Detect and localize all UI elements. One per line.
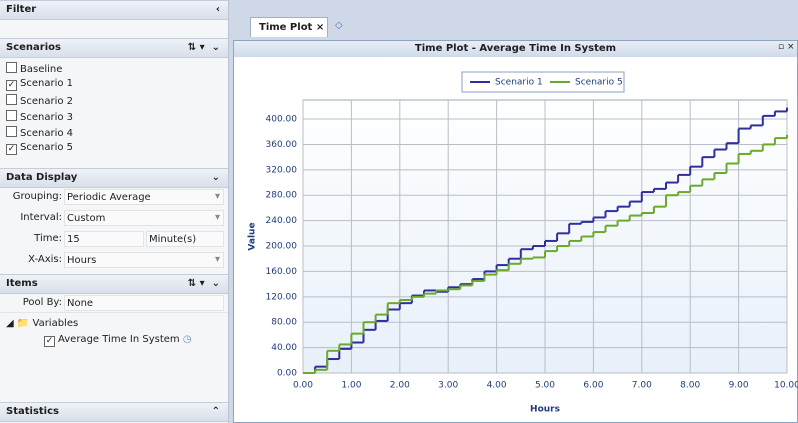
scenario[interactable]: ✓ Scenario 1 (6, 78, 73, 91)
y-tick-label: 400.00 (266, 115, 298, 125)
items-header[interactable]: Items ⇅ ▾ ⌄ (0, 274, 228, 294)
field-value[interactable]: Custom (64, 210, 224, 226)
step-riser (314, 134, 788, 373)
chart-title: Time Plot - Average Time In System (414, 43, 617, 54)
field-value[interactable]: Periodic Average (64, 189, 224, 205)
new-tab[interactable]: ◇ (335, 20, 343, 31)
scenario-checkbox[interactable]: ✓ (6, 144, 17, 155)
variable-checkbox[interactable]: ✓ (44, 336, 55, 347)
filter-panel: Filter ‹ Scenarios ⇅ ▾ ⌄ Data Display ⌄ Ite… (0, 0, 229, 423)
scenario[interactable]: Scenario 3 (6, 110, 73, 123)
scenario-label: Scenario 4 (20, 128, 74, 139)
pool-row: Pool By: None (0, 294, 228, 313)
y-tick-label: 360.00 (266, 140, 298, 150)
field-label: Time: (34, 233, 62, 244)
x-tick-label: 5.00 (535, 381, 555, 391)
field-unit[interactable]: Minute(s) (146, 231, 224, 247)
variable-label: Average Time In System (58, 334, 180, 345)
scenario-checkbox[interactable] (6, 62, 17, 73)
field-label: Grouping: (12, 191, 62, 202)
scenario-label: Scenario 1 (20, 78, 74, 89)
variable[interactable]: ✓ Average Time In System ◷ (44, 334, 192, 347)
legend-label: Scenario 1 (495, 78, 543, 88)
scenario-label: Scenario 3 (20, 112, 74, 123)
pool-value[interactable]: None (64, 295, 224, 311)
y-tick-label: 280.00 (266, 191, 298, 201)
scenario-checkbox[interactable] (6, 126, 17, 137)
legend-label: Scenario 5 (575, 78, 623, 88)
scenario[interactable]: Scenario 2 (6, 94, 73, 107)
y-axis-label: Value (248, 222, 258, 250)
data-display-title: Data Display (6, 172, 78, 183)
scenario-checkbox[interactable] (6, 94, 17, 105)
x-tick-label: 8.00 (680, 381, 700, 391)
x-tick-label: 4.00 (487, 381, 507, 391)
pool-label: Pool By: (22, 297, 62, 308)
field-row: Time: 15 Minute(s) (0, 230, 228, 248)
field-row: X-Axis: Hours ▾ (0, 251, 228, 269)
x-tick-label: 10.00 (774, 381, 798, 391)
y-tick-label: 200.00 (266, 242, 298, 252)
y-tick-label: 320.00 (266, 165, 298, 175)
filter-title: Filter (6, 4, 37, 15)
scenario-label: Baseline (20, 64, 63, 75)
filter-header: Filter ‹ (0, 0, 228, 20)
x-axis-label: Hours (530, 405, 560, 415)
folder-label: Variables (32, 318, 79, 329)
items-title: Items (6, 278, 38, 289)
y-tick-label: 40.00 (271, 343, 297, 353)
scenario[interactable]: ✓ Scenario 5 (6, 142, 73, 155)
scenarios-title: Scenarios (6, 42, 61, 53)
y-tick-label: 240.00 (266, 216, 298, 226)
window-controls[interactable]: ▫ × (778, 42, 795, 52)
x-tick-label: 3.00 (438, 381, 458, 391)
scenario[interactable]: Baseline (6, 62, 62, 75)
field-label: X-Axis: (28, 254, 62, 265)
statistics-header[interactable]: Statistics ⌃ (0, 402, 228, 422)
statistics-title: Statistics (6, 406, 59, 417)
x-tick-label: 7.00 (632, 381, 652, 391)
field-row: Grouping: Periodic Average ▾ (0, 188, 228, 206)
tab[interactable]: Time Plot × (250, 17, 328, 37)
field-row: Interval: Custom ▾ (0, 209, 228, 227)
scenario-checkbox[interactable] (6, 110, 17, 121)
field-value[interactable]: Hours (64, 252, 224, 268)
scenario-label: Scenario 2 (20, 96, 74, 107)
scenario[interactable]: Scenario 4 (6, 126, 73, 139)
y-tick-label: 80.00 (271, 318, 297, 328)
x-tick-label: 9.00 (729, 381, 749, 391)
scenarios-header[interactable]: Scenarios ⇅ ▾ ⌄ (0, 38, 228, 58)
y-tick-label: 120.00 (266, 292, 298, 302)
x-tick-label: 1.00 (341, 381, 361, 391)
x-tick-label: 0.00 (293, 381, 313, 391)
y-tick-label: 0.00 (277, 369, 297, 379)
tab-label: Time Plot (259, 22, 313, 33)
y-tick-label: 160.00 (266, 267, 298, 277)
x-tick-label: 6.00 (583, 381, 603, 391)
scenario-label: Scenario 5 (20, 142, 74, 153)
field-value[interactable]: 15 (64, 231, 144, 247)
scenario-checkbox[interactable]: ✓ (6, 80, 17, 91)
data-display-header[interactable]: Data Display ⌄ (0, 168, 228, 188)
x-tick-label: 2.00 (390, 381, 410, 391)
field-label: Interval: (20, 212, 62, 223)
folder[interactable]: ◢ 📁 Variables (6, 318, 79, 329)
window-header: Time Plot - Average Time In System (234, 41, 797, 57)
legend (461, 71, 625, 93)
